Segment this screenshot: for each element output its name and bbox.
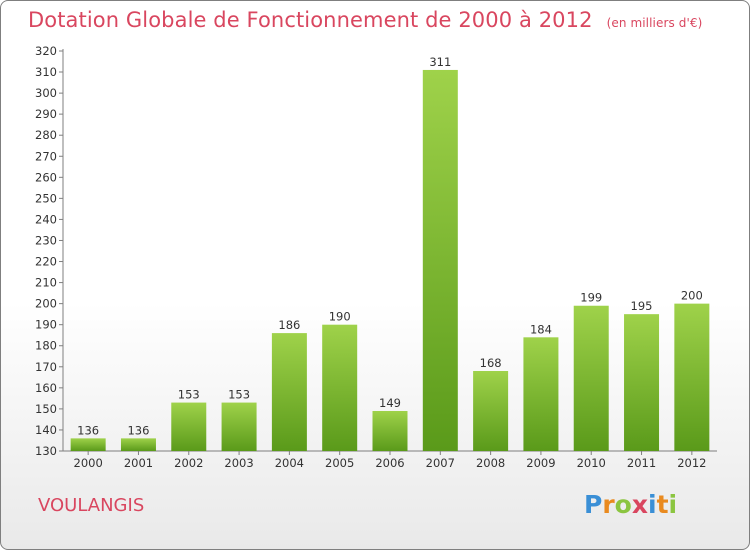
bar [271,333,307,451]
chart-bars: 136 136 153 153 186 190 149 311 168 184 199 195 200 [70,55,710,452]
y-tick-label: 140 [35,423,57,437]
y-tick-label: 250 [35,191,57,205]
y-tick-label: 220 [35,255,57,269]
x-tick-label: 2004 [275,456,304,470]
bar-value-label: 149 [379,396,401,410]
x-tick-label: 2010 [577,456,606,470]
y-tick-label: 180 [35,339,57,353]
bar [70,438,106,451]
y-tick-label: 150 [35,402,57,416]
x-tick-label: 2000 [74,456,103,470]
bar-value-label: 168 [480,356,502,370]
bar [523,337,559,451]
y-tick-label: 260 [35,170,57,184]
bar [171,402,207,451]
x-tick-label: 2006 [375,456,404,470]
y-tick-label: 310 [35,65,57,79]
chart-title: Dotation Globale de Fonctionnement de 20… [28,8,702,32]
bar [372,411,408,451]
x-tick-label: 2001 [124,456,153,470]
chart-title-text: Dotation Globale de Fonctionnement de 20… [28,8,593,32]
y-tick-label: 280 [35,128,57,142]
bar-value-label: 153 [178,388,200,402]
bar [674,303,710,451]
bar-value-label: 311 [429,55,451,69]
bar [573,305,609,451]
y-tick-label: 240 [35,212,57,226]
bar-value-label: 190 [329,310,351,324]
y-tick-label: 170 [35,360,57,374]
proxiti-logo[interactable]: Proxiti [584,490,678,519]
bar [322,324,358,451]
bar [624,314,660,451]
bar-value-label: 200 [681,289,703,303]
bar-value-label: 186 [278,318,300,332]
commune-name: VOULANGIS [38,495,145,516]
x-tick-label: 2002 [174,456,203,470]
y-tick-label: 230 [35,233,57,247]
chart-axes: 130 140 150 160 170 180 190 200 210 220 230 240 250 2… [35,44,717,470]
x-tick-label: 2007 [426,456,455,470]
y-tick-label: 210 [35,276,57,290]
x-tick-label: 2003 [224,456,253,470]
y-tick-label: 160 [35,381,57,395]
bar-value-label: 153 [228,388,250,402]
bar-value-label: 136 [77,423,99,437]
y-tick-label: 200 [35,297,57,311]
bar [221,402,257,451]
y-tick-label: 320 [35,44,57,58]
y-tick-label: 270 [35,149,57,163]
y-tick-label: 130 [35,444,57,458]
y-tick-label: 190 [35,318,57,332]
bar-value-label: 136 [127,423,149,437]
bar-value-label: 199 [580,291,602,305]
y-tick-label: 290 [35,107,57,121]
x-tick-label: 2012 [677,456,706,470]
x-tick-label: 2011 [627,456,656,470]
bar [120,438,156,451]
x-tick-label: 2005 [325,456,354,470]
chart-unit: (en milliers d'€) [606,16,703,30]
bar [422,69,458,452]
x-tick-label: 2008 [476,456,505,470]
x-tick-label: 2009 [526,456,555,470]
y-tick-label: 300 [35,86,57,100]
bar-value-label: 184 [530,322,552,336]
bar [473,371,509,451]
bar-value-label: 195 [631,299,653,313]
